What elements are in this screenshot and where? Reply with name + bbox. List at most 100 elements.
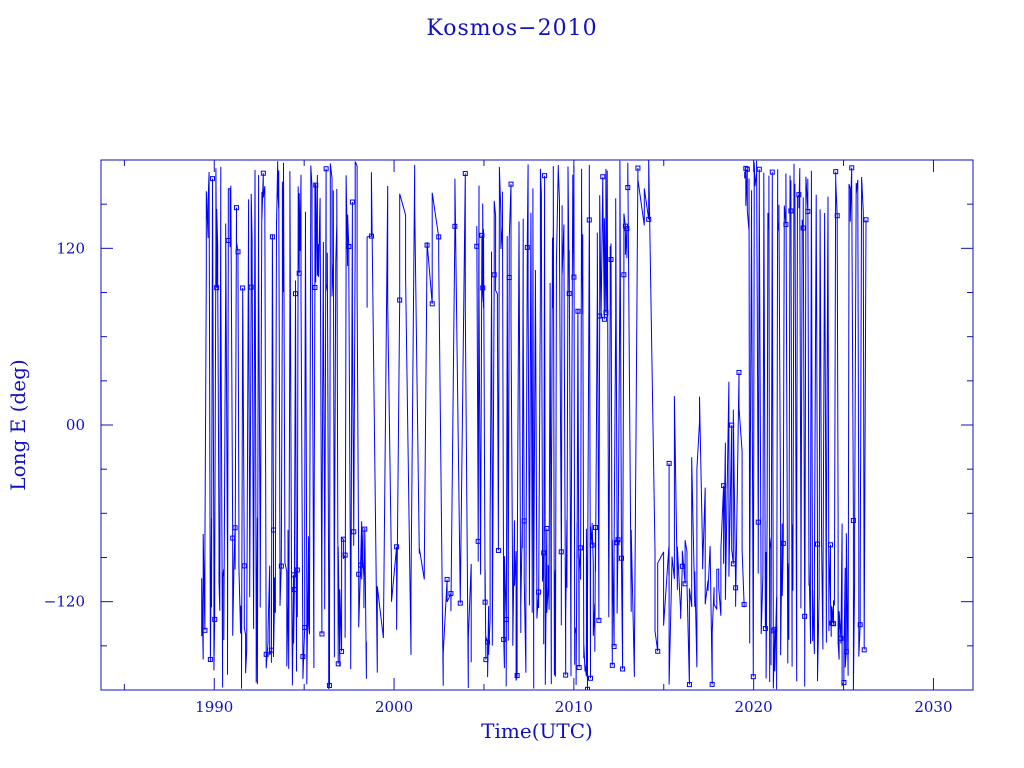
data-point (291, 587, 297, 593)
data-point (475, 538, 481, 544)
data-point (558, 549, 564, 555)
data-point (721, 483, 727, 489)
data-point (268, 647, 274, 653)
data-point (609, 662, 615, 668)
data-point (589, 542, 595, 548)
data-point (394, 544, 400, 550)
data-point (850, 517, 856, 523)
data-point (541, 550, 547, 556)
data-point (491, 272, 497, 278)
data-point (576, 664, 582, 670)
data-point (278, 563, 284, 569)
data-point (849, 165, 855, 171)
y-tick-label: −120 (44, 593, 85, 611)
data-point (584, 686, 590, 690)
data-point (762, 625, 768, 631)
data-point (769, 169, 775, 175)
data-point (563, 672, 569, 678)
data-point (861, 647, 867, 653)
series-line-segment-0 (201, 161, 367, 690)
data-point (479, 232, 485, 238)
data-point (800, 225, 806, 231)
data-point (448, 591, 454, 597)
data-point (586, 217, 592, 223)
data-point (506, 275, 512, 281)
data-point (230, 535, 236, 541)
data-point (429, 301, 435, 307)
data-point (802, 613, 808, 619)
data-point (736, 369, 742, 375)
data-point (679, 563, 685, 569)
data-point (815, 541, 821, 547)
data-point (291, 572, 297, 578)
data-point (831, 621, 837, 627)
data-point (501, 636, 507, 642)
data-point (788, 208, 794, 214)
data-point (593, 525, 599, 531)
data-point (313, 182, 319, 188)
x-tick-label: 1990 (195, 698, 233, 716)
data-point (482, 599, 488, 605)
data-layer (201, 160, 869, 690)
data-point (248, 284, 254, 290)
data-point (744, 166, 750, 172)
data-point (578, 545, 584, 551)
data-point (270, 527, 276, 533)
data-point (733, 585, 739, 591)
data-point (326, 682, 332, 688)
data-point (755, 519, 761, 525)
data-point (241, 563, 247, 569)
data-point (358, 562, 364, 568)
data-point (796, 192, 802, 198)
data-point (346, 243, 352, 249)
data-point (783, 221, 789, 227)
data-point (615, 537, 621, 543)
data-point (611, 643, 617, 649)
data-point (542, 173, 548, 179)
data-point (210, 176, 216, 182)
data-point (827, 542, 833, 548)
data-point (214, 285, 220, 291)
data-point (356, 571, 362, 577)
data-point (462, 171, 468, 177)
series-line-segment-5 (744, 160, 867, 690)
data-point (857, 622, 863, 628)
y-axis-label: Long E (deg) (6, 359, 30, 490)
data-point (596, 617, 602, 623)
data-point (340, 536, 346, 542)
data-point (240, 285, 246, 291)
x-axis-label: Time(UTC) (481, 719, 593, 743)
data-point (756, 166, 762, 172)
data-point (294, 567, 300, 573)
data-point (263, 651, 269, 657)
data-point (514, 673, 520, 679)
data-point (480, 285, 486, 291)
data-point (772, 626, 778, 632)
data-point (729, 422, 735, 428)
x-tick-label: 2000 (375, 698, 413, 716)
data-point (834, 213, 840, 219)
data-point (225, 237, 231, 243)
data-point (339, 648, 345, 654)
data-point (682, 581, 688, 587)
data-point (521, 518, 527, 524)
data-point (508, 181, 514, 187)
data-point (368, 233, 374, 239)
data-point (269, 234, 275, 240)
data-point (323, 166, 329, 172)
data-point (424, 242, 430, 248)
data-point (620, 666, 626, 672)
data-point (566, 291, 572, 297)
data-point (207, 656, 213, 662)
data-point (362, 526, 368, 532)
data-point (624, 226, 630, 232)
data-point (805, 208, 811, 214)
y-tick-label: 120 (56, 239, 85, 257)
data-point (397, 297, 403, 303)
data-point (319, 631, 325, 637)
series-line-segment-2 (476, 160, 628, 690)
data-point (709, 681, 715, 687)
data-point (646, 216, 652, 222)
data-point (635, 165, 641, 171)
series-line-segment-1 (366, 164, 472, 689)
